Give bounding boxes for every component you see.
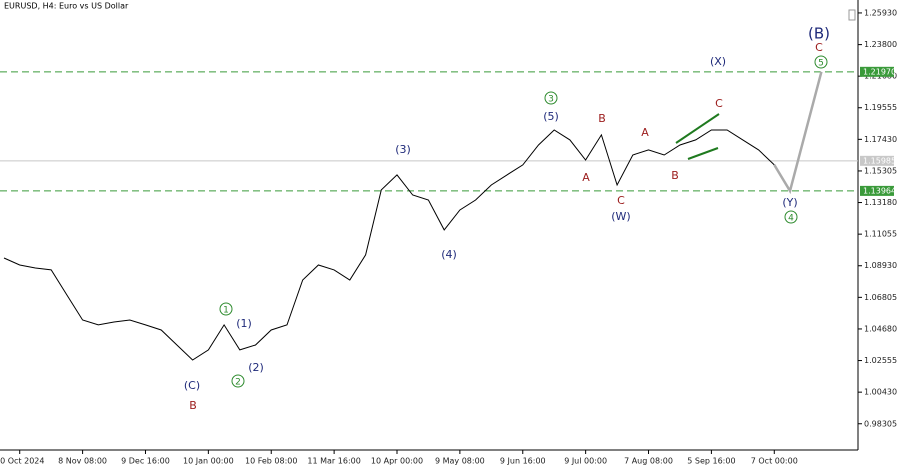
- wave-circle: [784, 210, 798, 224]
- level-label: 1.13964: [863, 186, 896, 195]
- wave-label: (2): [248, 361, 264, 374]
- x-tick-label: 7 Aug 08:00: [624, 457, 673, 466]
- x-tick-label: 5 Sep 16:00: [687, 457, 735, 466]
- y-tick-label: 1.17430: [864, 135, 897, 144]
- y-tick-label: 1.13180: [864, 198, 897, 207]
- y-tick-label: 1.04680: [864, 324, 897, 333]
- y-tick-label: 1.08930: [864, 261, 897, 270]
- wave-label: (C): [184, 379, 200, 392]
- y-tick-label: 1.11055: [864, 230, 897, 239]
- panel-icon: [848, 9, 856, 21]
- x-tick-label: 9 Jun 16:00: [500, 457, 546, 466]
- wedge-line: [687, 147, 719, 160]
- x-tick-label: 9 May 08:00: [435, 457, 485, 466]
- wave-label: (3): [395, 143, 411, 156]
- chart-title: EURUSD, H4: Euro vs US Dollar: [4, 2, 129, 11]
- wave-label: 1: [223, 306, 229, 316]
- y-tick-label: 1.06805: [864, 293, 897, 302]
- x-tick-label: 8 Nov 08:00: [58, 457, 107, 466]
- wave-label: (1): [236, 317, 252, 330]
- level-label: 1.15985: [863, 156, 896, 165]
- x-tick-label: 9 Dec 16:00: [121, 457, 170, 466]
- level-label: 1.21970: [863, 67, 896, 76]
- wave-circle: [231, 374, 245, 388]
- wave-label: 3: [548, 95, 554, 105]
- x-tick-label: 10 Jan 00:00: [183, 457, 234, 466]
- y-tick-label: 1.00430: [864, 388, 897, 397]
- y-tick-label: 0.98305: [864, 419, 897, 428]
- wave-circle: [544, 91, 558, 105]
- wedge-line: [675, 113, 720, 144]
- wave-label: C: [617, 194, 625, 207]
- y-tick-label: 1.23800: [864, 40, 897, 49]
- x-tick-label: 9 Jul 00:00: [564, 457, 607, 466]
- x-tick-label: 10 Feb 08:00: [245, 457, 297, 466]
- wave-label: (4): [441, 248, 457, 261]
- wave-label: 5: [818, 59, 824, 69]
- wave-label: B: [598, 112, 606, 125]
- wave-label: C: [815, 41, 823, 54]
- y-tick-label: 1.19555: [864, 103, 897, 112]
- y-tick-label: 1.15305: [864, 166, 897, 175]
- level-label-box: [860, 185, 894, 196]
- wave-circle: [814, 55, 828, 69]
- wave-label: B: [671, 169, 679, 182]
- wave-label: (X): [710, 55, 726, 68]
- wave-label: (5): [543, 110, 559, 123]
- wave-label: (B): [808, 25, 830, 43]
- level-label-box: [860, 155, 894, 166]
- wave-label: C: [715, 97, 723, 110]
- wave-label: (W): [611, 210, 630, 223]
- wave-label: (Y): [782, 196, 797, 209]
- x-tick-label: 11 Mar 16:00: [307, 457, 360, 466]
- wave-label: A: [582, 171, 590, 184]
- wave-label: 4: [788, 214, 794, 224]
- wave-circle: [219, 302, 233, 316]
- series-line: [773, 71, 823, 195]
- wave-label: 2: [235, 378, 241, 388]
- wave-label: B: [189, 399, 197, 412]
- x-tick-label: 7 Oct 00:00: [751, 457, 798, 466]
- x-tick-label: 10 Oct 2024: [0, 457, 44, 466]
- level-label-box: [860, 66, 894, 77]
- series-line: [3, 129, 775, 361]
- wave-label: A: [641, 126, 649, 139]
- y-tick-label: 1.25930: [864, 8, 897, 17]
- x-tick-label: 10 Apr 00:00: [371, 457, 423, 466]
- y-tick-label: 1.02555: [864, 356, 897, 365]
